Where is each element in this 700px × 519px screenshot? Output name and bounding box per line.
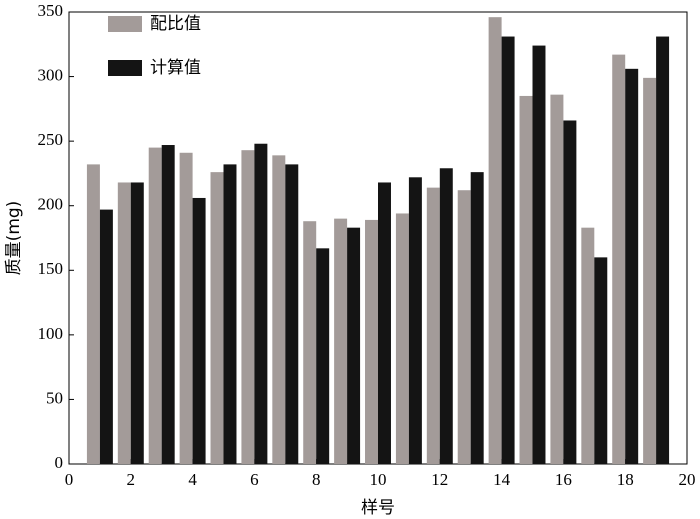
bar — [378, 182, 391, 464]
x-tick-label: 6 — [250, 470, 259, 489]
bar — [488, 17, 502, 465]
bar — [192, 197, 206, 465]
bar — [501, 36, 515, 465]
x-tick-label: 20 — [679, 470, 696, 489]
bar — [643, 77, 657, 464]
legend-label: 计算值 — [150, 58, 201, 78]
bar — [316, 248, 330, 464]
bar — [334, 218, 348, 464]
legend-swatch — [108, 16, 142, 32]
bar — [241, 150, 255, 464]
bar — [594, 257, 608, 464]
bar — [272, 155, 286, 464]
x-tick-label: 16 — [555, 470, 572, 489]
bar — [656, 36, 670, 465]
legend-label: 配比值 — [150, 14, 201, 34]
y-tick-label: 250 — [38, 130, 64, 149]
x-tick-label: 12 — [431, 470, 448, 489]
bar — [347, 227, 361, 464]
bar — [223, 164, 237, 465]
bar — [86, 164, 100, 465]
bar — [426, 187, 440, 465]
bar — [179, 152, 193, 464]
bar — [130, 182, 144, 464]
legend-swatch — [108, 60, 142, 76]
bar — [612, 54, 626, 465]
bar — [148, 147, 162, 464]
y-tick-label: 150 — [38, 259, 64, 278]
y-tick-label: 350 — [38, 1, 64, 20]
x-tick-label: 18 — [617, 470, 634, 489]
bar — [625, 68, 639, 464]
x-tick-label: 8 — [312, 470, 321, 489]
y-tick-label: 100 — [38, 324, 64, 343]
x-tick-label: 10 — [370, 470, 387, 489]
bar — [563, 120, 577, 464]
y-tick-label: 200 — [38, 195, 64, 214]
bar — [581, 227, 595, 464]
x-axis-label: 样号 — [361, 498, 395, 518]
x-tick-label: 4 — [188, 470, 197, 489]
bar — [365, 219, 378, 464]
bar — [303, 221, 317, 464]
y-tick-label: 300 — [38, 65, 64, 84]
bar — [519, 95, 533, 464]
x-tick-label: 14 — [493, 470, 511, 489]
bar — [210, 172, 224, 464]
bar — [254, 143, 268, 464]
y-tick-label: 0 — [55, 453, 64, 472]
bar — [117, 182, 131, 464]
bar — [532, 45, 546, 464]
y-tick-label: 50 — [46, 388, 63, 407]
x-tick-label: 0 — [65, 470, 74, 489]
x-tick-label: 2 — [127, 470, 136, 489]
bar — [550, 94, 564, 464]
bar — [285, 164, 299, 465]
bar — [457, 190, 471, 464]
bar — [470, 172, 484, 464]
bar — [395, 213, 409, 464]
bar — [99, 209, 113, 464]
bar — [408, 177, 422, 464]
bar — [161, 145, 175, 464]
bar — [439, 168, 453, 464]
y-axis-label: 质量(mg) — [4, 201, 24, 276]
